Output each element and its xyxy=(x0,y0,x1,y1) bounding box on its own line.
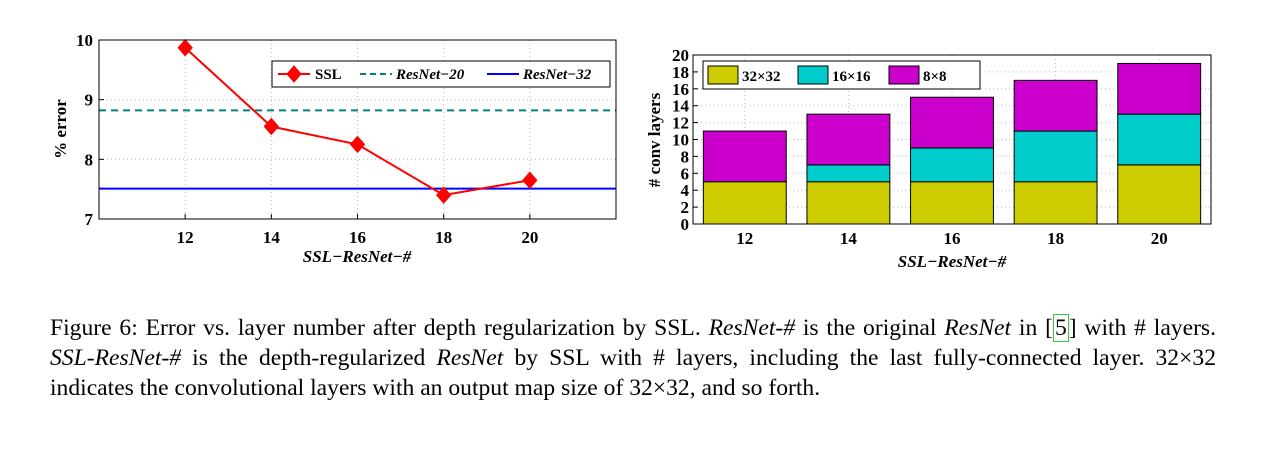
left-x-tick-label: 12 xyxy=(177,228,194,247)
left-legend-box xyxy=(271,60,611,88)
caption-text: is the original xyxy=(795,315,945,341)
ssl-data-point xyxy=(263,117,279,136)
caption-text: ] with # layers. xyxy=(1068,315,1217,341)
bar-segment xyxy=(1117,164,1202,225)
right-y-tick-label: 2 xyxy=(681,198,690,217)
bar-segment xyxy=(806,181,891,225)
error-line-chart: 7 8 9 10 12 14 16 18 20 SSL−ResNet−# % error SSL… xyxy=(51,31,617,266)
right-x-tick-label: 12 xyxy=(736,229,753,248)
legend-resnet32-label: ResNet−32 xyxy=(522,67,592,83)
legend-ssl-marker xyxy=(286,65,302,83)
right-y-tick-label: 10 xyxy=(672,131,689,150)
bar-segment xyxy=(702,181,787,225)
bar-segment xyxy=(1117,62,1202,115)
right-bars xyxy=(702,62,1202,225)
ssl-data-point xyxy=(436,186,452,204)
bar-segment xyxy=(910,96,994,149)
caption-text: is the depth-regularized xyxy=(181,345,437,371)
right-legend-box xyxy=(702,60,981,90)
bar-segment xyxy=(1013,79,1098,132)
left-markers xyxy=(177,38,538,204)
caption-italic-resnet: ResNet xyxy=(944,315,1012,341)
caption-italic-ssl-resnet-hash: SSL-ResNet-# xyxy=(50,345,182,371)
figure-caption: Figure 6: Error vs. layer number after d… xyxy=(50,313,1216,403)
left-y-axis-label: % error xyxy=(51,99,70,159)
right-y-tick-label: 12 xyxy=(672,114,689,133)
right-y-tick-label: 14 xyxy=(672,97,690,116)
right-y-tick-label: 20 xyxy=(672,46,689,65)
bar-segment xyxy=(910,147,994,183)
left-x-tick-label: 14 xyxy=(263,228,281,247)
legend-32x32-swatch xyxy=(707,65,739,85)
bar-segment xyxy=(806,164,891,183)
ssl-data-point xyxy=(522,171,538,189)
right-y-tick-label: 0 xyxy=(681,215,690,234)
left-y-tick-label: 7 xyxy=(85,210,94,229)
bar-segment xyxy=(910,181,994,225)
legend-8x8-label: 8×8 xyxy=(923,69,947,85)
right-x-tick-label: 14 xyxy=(840,229,858,248)
legend-16x16-label: 16×16 xyxy=(832,69,871,85)
left-legend: SSL ResNet−20 ResNet−32 xyxy=(271,60,611,88)
right-x-tick-label: 16 xyxy=(944,229,961,248)
bar-segment xyxy=(1013,130,1098,183)
left-y-tick-label: 8 xyxy=(85,150,94,169)
right-legend: 32×32 16×16 8×8 xyxy=(702,60,981,90)
right-x-tick-label: 20 xyxy=(1151,229,1168,248)
left-y-tick-label: 10 xyxy=(76,31,93,50)
bar-segment xyxy=(806,113,891,166)
caption-text: by SSL with # layers, including the last… xyxy=(50,345,1216,401)
caption-text: Figure 6: Error vs. layer number after d… xyxy=(50,315,709,341)
legend-8x8-swatch xyxy=(888,65,920,85)
right-y-axis-label: # conv layers xyxy=(645,92,664,187)
legend-ssl-label: SSL xyxy=(315,67,342,83)
bar-segment xyxy=(702,130,787,183)
citation-link[interactable]: 5 xyxy=(1052,314,1069,342)
right-x-axis-label: SSL−ResNet−# xyxy=(898,252,1007,271)
left-x-axis-label: SSL−ResNet−# xyxy=(303,247,412,266)
legend-resnet20-label: ResNet−20 xyxy=(395,67,465,83)
left-ticks: 7 8 9 10 12 14 16 18 20 xyxy=(76,31,538,247)
caption-italic-resnet-hash: ResNet-# xyxy=(708,315,796,341)
right-y-tick-label: 18 xyxy=(672,63,689,82)
right-y-tick-label: 6 xyxy=(681,164,690,183)
caption-text: in [ xyxy=(1011,315,1053,341)
left-x-tick-label: 16 xyxy=(349,228,366,247)
ssl-data-point xyxy=(349,135,366,154)
right-y-tick-label: 16 xyxy=(672,80,689,99)
bar-segment xyxy=(1013,181,1098,225)
bar-segment xyxy=(1117,113,1202,166)
left-x-tick-label: 20 xyxy=(521,228,538,247)
right-y-tick-label: 4 xyxy=(681,181,690,200)
right-y-tick-label: 8 xyxy=(681,147,690,166)
right-x-tick-label: 18 xyxy=(1047,229,1064,248)
legend-16x16-swatch xyxy=(797,65,829,85)
ssl-data-point xyxy=(177,38,193,57)
legend-32x32-label: 32×32 xyxy=(742,69,781,85)
caption-italic-resnet: ResNet xyxy=(436,345,504,371)
left-y-tick-label: 9 xyxy=(85,91,94,110)
left-x-tick-label: 18 xyxy=(435,228,452,247)
